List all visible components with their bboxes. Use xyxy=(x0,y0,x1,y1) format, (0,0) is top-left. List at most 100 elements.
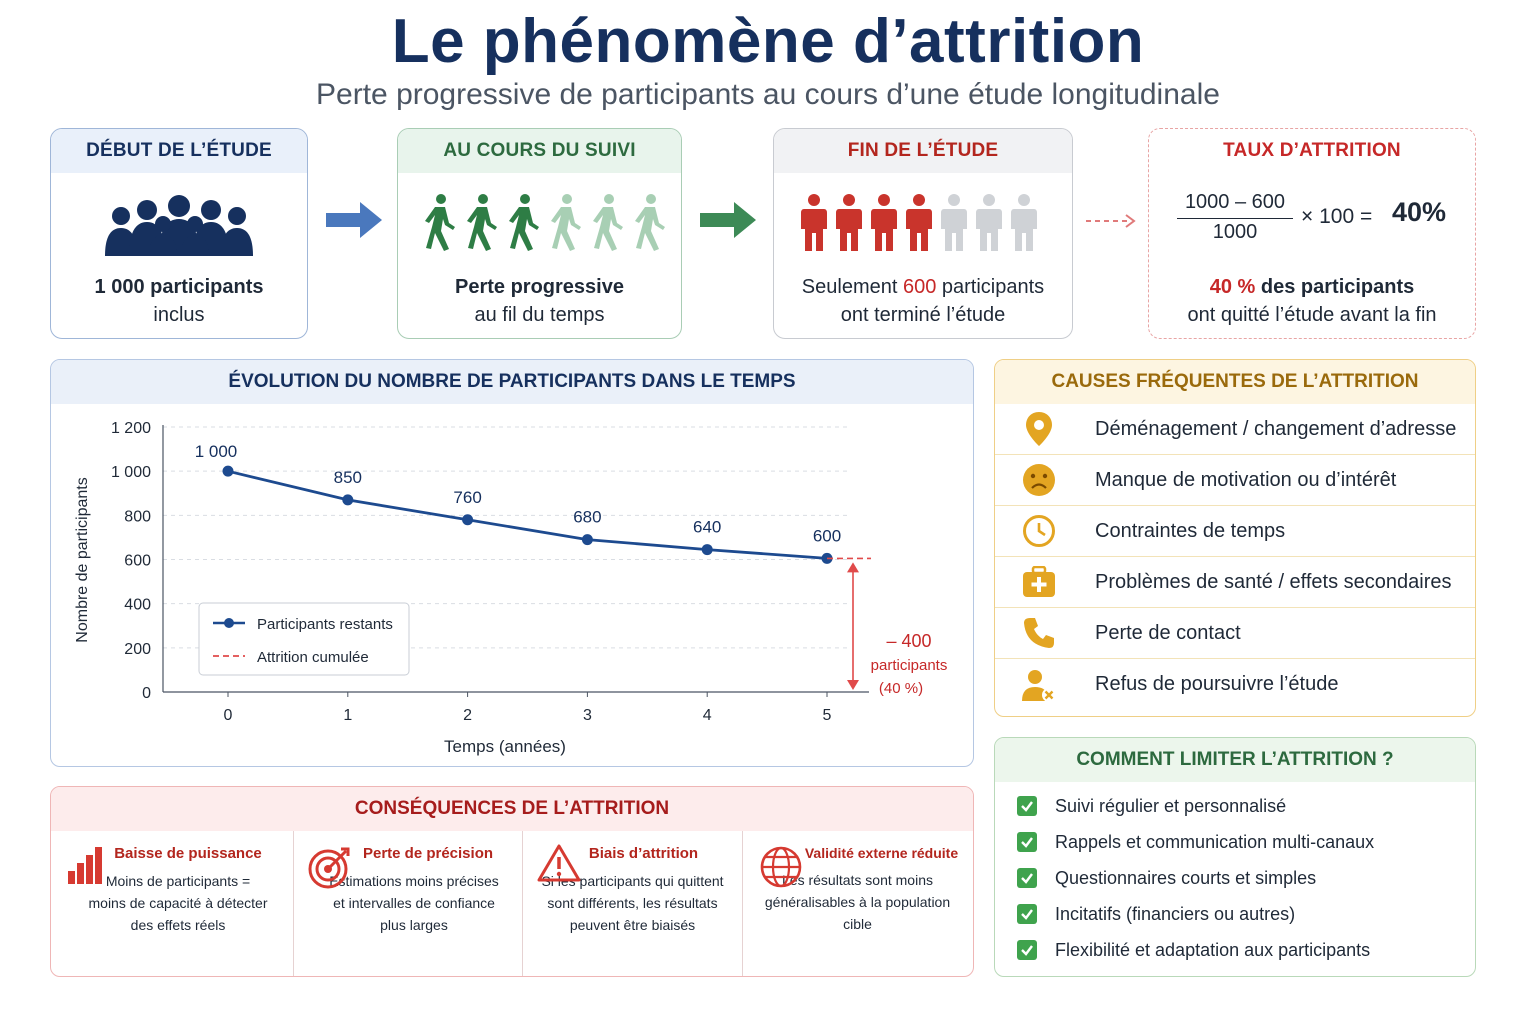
x-tick-label: 4 xyxy=(703,707,712,724)
warning-icon xyxy=(537,843,581,888)
y-tick-label: 1 200 xyxy=(111,420,151,437)
checkmark-icon xyxy=(1017,904,1037,924)
x-tick-label: 1 xyxy=(343,707,352,724)
y-tick-label: 400 xyxy=(124,597,151,614)
attrition-rate-card: TAUX D’ATTRITION 1000 – 600 1000 × 100 =… xyxy=(1148,128,1476,339)
page-subtitle: Perte progressive de participants au cou… xyxy=(316,78,1220,111)
remaining-count: 600 xyxy=(902,276,937,298)
stage-start-card: DÉBUT DE L’ÉTUDE 1 000 participants incl… xyxy=(50,128,308,339)
x-axis-label: Temps (années) xyxy=(444,737,566,756)
checkmark-icon xyxy=(1017,940,1037,960)
x-tick-label: 0 xyxy=(224,707,233,724)
limit-item: Flexibilité et adaptation aux participan… xyxy=(995,932,1475,968)
data-label: 680 xyxy=(573,508,601,527)
stage-follow-line1: Perte progressive xyxy=(455,276,624,298)
data-label: 850 xyxy=(334,468,362,487)
crowd-icon xyxy=(51,173,307,273)
stage-follow-card: AU COURS DU SUIVI Perte progressive au f… xyxy=(397,128,682,339)
phone-icon xyxy=(1019,613,1059,653)
standing-people-icon xyxy=(774,173,1072,273)
attrition-arrow-head xyxy=(847,562,859,573)
annotation-line3: (40 %) xyxy=(879,680,923,697)
cause-item: Déménagement / changement d’adresse xyxy=(995,404,1475,455)
checkmark-icon xyxy=(1017,796,1037,816)
data-point xyxy=(701,544,713,556)
sad-face-icon xyxy=(1019,460,1059,500)
legend-entry: Participants restants xyxy=(257,616,393,633)
stage-start-note: inclus xyxy=(153,304,205,326)
cause-item: Manque de motivation ou d’intérêt xyxy=(995,455,1475,506)
data-label: 760 xyxy=(453,488,481,507)
arrow-right-icon xyxy=(326,200,384,245)
y-tick-label: 0 xyxy=(142,685,151,702)
data-label: 600 xyxy=(813,526,841,545)
legend-point-swatch xyxy=(224,618,234,628)
y-tick-label: 200 xyxy=(124,641,151,658)
page-title: Le phénomène d’attrition xyxy=(391,7,1145,76)
formula-numerator: 1000 – 600 xyxy=(1184,191,1286,213)
consequence-item: Biais d’attrition Si les participants qu… xyxy=(522,831,742,976)
x-tick-label: 2 xyxy=(463,707,472,724)
clock-icon xyxy=(1019,511,1059,551)
cause-item: Refus de poursuivre l’étude xyxy=(995,659,1475,710)
consequence-item: Baisse de puissance Moins de participant… xyxy=(51,831,293,976)
participants-line-chart: 0 200 400 600 800 1 000 1 200 0 1 2 3 4 5 Temps (anné… xyxy=(74,420,948,756)
data-label: 640 xyxy=(693,518,721,537)
series-line xyxy=(227,469,828,560)
bar-chart-icon xyxy=(67,845,103,890)
attrition-arrow-head xyxy=(847,680,859,690)
data-label: 1 000 xyxy=(195,442,238,461)
location-pin-icon xyxy=(1019,409,1059,449)
checkmark-icon xyxy=(1017,832,1037,852)
attrition-rate-header: TAUX D’ATTRITION xyxy=(1149,129,1475,173)
limit-item: Incitatifs (financiers ou autres) xyxy=(995,896,1475,932)
limit-header: COMMENT LIMITER L’ATTRITION ? xyxy=(995,738,1475,782)
y-axis-label: Nombre de participants xyxy=(74,477,91,642)
medical-kit-icon xyxy=(1019,562,1059,602)
formula-times: × 100 = xyxy=(1301,205,1373,228)
target-icon xyxy=(308,845,352,894)
data-point xyxy=(462,514,474,526)
chart-title: ÉVOLUTION DU NOMBRE DE PARTICIPANTS DANS… xyxy=(51,360,973,404)
causes-header: CAUSES FRÉQUENTES DE L’ATTRITION xyxy=(995,360,1475,404)
cause-item: Problèmes de santé / effets secondaires xyxy=(995,557,1475,608)
legend-entry: Attrition cumulée xyxy=(257,649,369,666)
limit-panel: COMMENT LIMITER L’ATTRITION ? Suivi régu… xyxy=(994,737,1476,977)
stage-follow-line2: au fil du temps xyxy=(474,304,605,326)
consequences-panel: CONSÉQUENCES DE L’ATTRITION Baisse de pu… xyxy=(50,786,974,977)
limit-item: Rappels et communication multi-canaux xyxy=(995,824,1475,860)
attrition-rate-line2: ont quitté l’étude avant la fin xyxy=(1187,304,1437,326)
y-tick-label: 600 xyxy=(124,553,151,570)
stage-end-card: FIN DE L’ÉTUDE Seulement 600 participant… xyxy=(773,128,1073,339)
formula-result: 40% xyxy=(1392,197,1447,227)
stage-end-line2: ont terminé l’étude xyxy=(840,304,1006,326)
arrow-right-icon xyxy=(700,200,758,245)
stage-end-header: FIN DE L’ÉTUDE xyxy=(774,129,1072,173)
legend-box xyxy=(198,602,410,676)
user-refuse-icon xyxy=(1019,665,1059,705)
walking-people-icon xyxy=(398,173,681,273)
x-tick-label: 3 xyxy=(583,707,592,724)
stage-end-line1: Seulement 600 participants xyxy=(801,276,1045,298)
limit-item: Questionnaires courts et simples xyxy=(995,860,1475,896)
annotation-line2: participants xyxy=(871,657,948,674)
chart-panel: ÉVOLUTION DU NOMBRE DE PARTICIPANTS DANS… xyxy=(50,359,974,767)
checkmark-icon xyxy=(1017,868,1037,888)
stage-start-header: DÉBUT DE L’ÉTUDE xyxy=(51,129,307,173)
stage-follow-header: AU COURS DU SUIVI xyxy=(398,129,681,173)
x-tick-label: 5 xyxy=(823,707,832,724)
consequence-item: Perte de précision Estimations moins pré… xyxy=(293,831,522,976)
cause-item: Perte de contact xyxy=(995,608,1475,659)
dashed-arrow-icon xyxy=(1086,212,1138,235)
consequences-header: CONSÉQUENCES DE L’ATTRITION xyxy=(51,787,973,831)
data-point xyxy=(581,534,593,546)
attrition-formula: 1000 – 600 1000 × 100 = 40% xyxy=(1149,173,1475,273)
attrition-rate-line1: 40 % des participants xyxy=(1209,276,1415,298)
annotation-line1: – 400 xyxy=(886,631,931,651)
cause-item: Contraintes de temps xyxy=(995,506,1475,557)
y-tick-label: 800 xyxy=(124,508,151,525)
formula-denominator: 1000 xyxy=(1212,221,1258,243)
causes-panel: CAUSES FRÉQUENTES DE L’ATTRITION Déménag… xyxy=(994,359,1476,717)
limit-item: Suivi régulier et personnalisé xyxy=(995,788,1475,824)
data-point xyxy=(342,494,354,506)
